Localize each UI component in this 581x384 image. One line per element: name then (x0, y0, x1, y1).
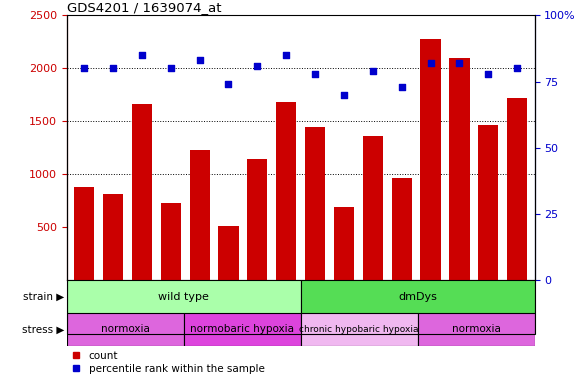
Point (195, 57, 205, 63)
Text: normoxia: normoxia (101, 324, 150, 334)
Point (109, 65, 118, 71)
Point (253, 63, 262, 69)
Point (282, 52, 291, 58)
Bar (67, 313, 184, 346)
Point (483, 71, 493, 77)
Text: wild type: wild type (158, 291, 209, 302)
Bar (132, 104, 152, 280)
Bar (276, 102, 296, 280)
Point (166, 65, 175, 71)
Bar (421, 39, 441, 280)
Bar (184, 313, 301, 346)
Bar (160, 203, 181, 280)
Point (224, 81, 233, 87)
Text: normoxia: normoxia (451, 324, 500, 334)
Point (310, 71, 320, 77)
Bar (301, 280, 535, 313)
Text: GDS4201 / 1639074_at: GDS4201 / 1639074_at (67, 1, 221, 14)
Bar (103, 194, 123, 280)
Bar (392, 177, 412, 280)
Bar (248, 159, 267, 280)
Text: normobaric hypoxia: normobaric hypoxia (190, 324, 294, 334)
Bar (334, 207, 354, 280)
Bar (189, 150, 210, 280)
Point (137, 52, 146, 58)
Bar (218, 226, 239, 280)
Bar (74, 187, 94, 280)
Bar (478, 124, 498, 280)
Point (397, 84, 406, 90)
Text: strain ▶: strain ▶ (23, 291, 64, 302)
Text: dmDys: dmDys (398, 291, 437, 302)
Bar (449, 58, 469, 280)
Bar (418, 313, 535, 346)
Point (80, 65, 89, 71)
Point (455, 60, 464, 66)
Text: stress ▶: stress ▶ (21, 324, 64, 334)
Point (512, 65, 522, 71)
Point (368, 68, 378, 74)
Bar (363, 136, 383, 280)
Legend: count, percentile rank within the sample: count, percentile rank within the sample (72, 351, 264, 374)
Bar (507, 98, 528, 280)
Point (426, 60, 435, 66)
Bar (305, 127, 325, 280)
Bar (301, 313, 418, 346)
Bar (67, 280, 301, 313)
Text: chronic hypobaric hypoxia: chronic hypobaric hypoxia (299, 325, 419, 334)
Point (339, 92, 349, 98)
